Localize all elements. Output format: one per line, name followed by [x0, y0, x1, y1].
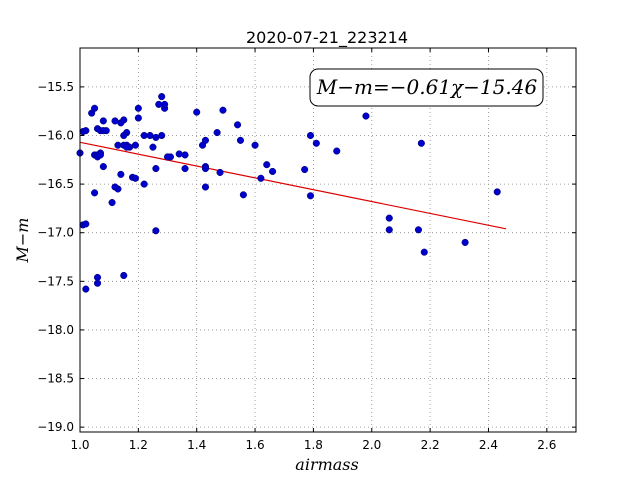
data-point — [234, 121, 242, 129]
data-point — [152, 164, 160, 173]
y-axis-label: M−m — [13, 218, 32, 264]
data-point — [111, 183, 119, 191]
data-point — [263, 161, 271, 169]
data-point — [236, 136, 245, 144]
data-point — [134, 104, 142, 112]
data-point — [239, 191, 247, 199]
data-point — [96, 151, 104, 159]
fit-equation-annotation: M−m=−0.61χ−15.46 — [309, 68, 544, 107]
x-tick-label: 1.4 — [187, 438, 206, 452]
data-point — [158, 131, 166, 140]
annotation-box — [309, 68, 544, 107]
data-point — [161, 100, 169, 108]
y-tick-labels: −15.5 −16.0 −16.5 −17.0 −17.5 −18.0 −18.5 −19.0 — [37, 80, 74, 434]
plot-frame — [79, 47, 577, 433]
data-point — [312, 139, 320, 147]
data-point — [82, 285, 90, 293]
data-point — [117, 170, 125, 178]
y-tick-label: −17.0 — [37, 226, 74, 240]
x-tick-label: 1.6 — [246, 438, 265, 452]
data-point — [123, 143, 131, 151]
y-tick-label: −17.5 — [37, 274, 74, 288]
data-point — [82, 127, 90, 135]
data-point — [108, 199, 116, 207]
x-tick-label: 2.6 — [537, 438, 556, 452]
data-point — [414, 226, 422, 234]
data-point — [201, 183, 210, 191]
x-tick-label: 1.8 — [304, 438, 323, 452]
y-tick-label: −18.0 — [37, 323, 74, 337]
y-tick-label: −19.0 — [37, 420, 74, 434]
data-point — [181, 151, 189, 159]
data-points-layer — [76, 93, 501, 293]
axis-ticks — [79, 48, 576, 432]
data-point — [91, 189, 99, 197]
data-point — [333, 147, 341, 155]
data-point — [175, 150, 183, 158]
data-point — [201, 164, 210, 173]
data-point — [461, 238, 469, 246]
data-point — [134, 114, 142, 122]
annotation-text: M−m=−0.61χ−15.46 — [316, 75, 538, 99]
data-point — [166, 153, 174, 161]
data-point — [82, 220, 90, 228]
x-tick-label: 1.0 — [70, 438, 89, 452]
data-point — [417, 139, 425, 147]
data-point — [306, 131, 315, 140]
data-point — [219, 106, 227, 114]
data-point — [493, 188, 501, 196]
data-point — [251, 141, 259, 149]
x-tick-label: 2.2 — [421, 438, 440, 452]
data-point — [131, 141, 139, 149]
data-point — [385, 226, 393, 234]
y-tick-label: −18.5 — [37, 372, 74, 386]
data-point — [385, 214, 393, 222]
data-point — [120, 271, 128, 280]
y-tick-label: −16.5 — [37, 177, 74, 191]
data-point — [201, 136, 210, 144]
data-point — [301, 165, 309, 174]
x-axis-label: airmass — [295, 455, 358, 474]
x-tick-labels: 1.0 1.2 1.4 1.6 1.8 2.0 2.2 2.4 2.6 — [70, 438, 556, 452]
data-point — [93, 273, 102, 281]
y-tick-label: −15.5 — [37, 80, 74, 94]
data-point — [158, 93, 166, 101]
fit-line — [79, 141, 507, 230]
data-point — [152, 227, 160, 235]
data-point — [257, 174, 265, 182]
data-point — [306, 192, 315, 200]
data-point — [120, 116, 128, 124]
data-point — [213, 129, 221, 137]
data-point — [91, 104, 99, 112]
x-tick-label: 1.2 — [129, 438, 148, 452]
x-tick-label: 2.4 — [479, 438, 498, 452]
data-point — [149, 143, 157, 151]
data-point — [362, 112, 370, 120]
data-point — [181, 164, 189, 173]
data-point — [99, 117, 107, 125]
data-point — [131, 174, 139, 182]
data-point — [420, 248, 428, 256]
data-point — [216, 168, 224, 176]
y-tick-label: −16.0 — [37, 128, 74, 142]
data-point — [269, 167, 277, 176]
x-tick-label: 2.0 — [362, 438, 381, 452]
data-point — [99, 163, 107, 171]
data-point — [140, 180, 148, 188]
data-point — [193, 108, 201, 116]
data-point — [120, 131, 128, 140]
chart-title: 2020-07-21_223214 — [246, 28, 408, 48]
fit-line-layer — [79, 141, 507, 230]
data-point — [102, 127, 110, 135]
